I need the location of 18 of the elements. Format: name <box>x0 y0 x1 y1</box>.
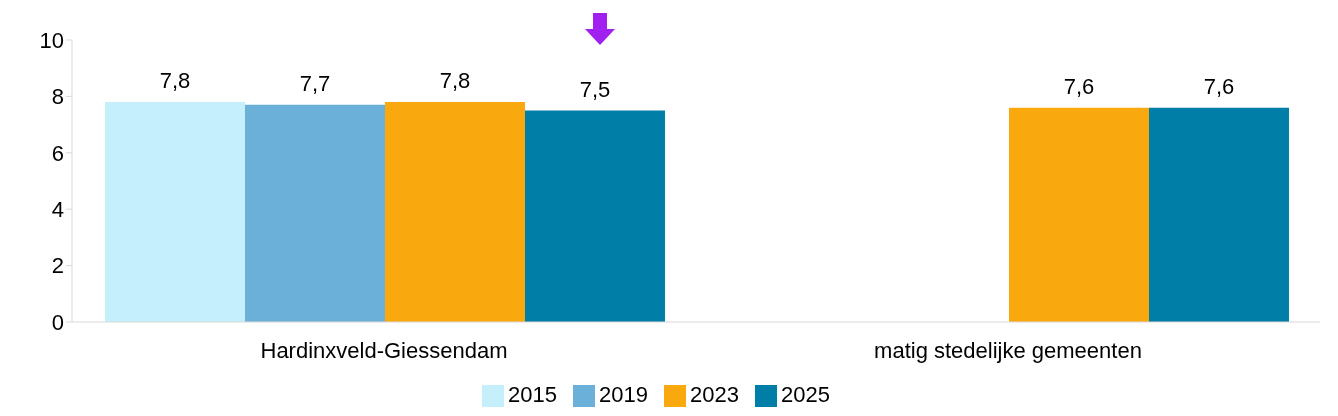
data-label: 7,8 <box>159 68 191 94</box>
y-tick-label: 0 <box>51 309 64 335</box>
y-tick-label: 6 <box>51 140 64 166</box>
legend-label: 2019 <box>599 382 648 407</box>
legend-label: 2023 <box>690 382 739 407</box>
y-tick-label: 8 <box>51 84 64 110</box>
y-tick-label: 10 <box>39 27 64 53</box>
legend-label: 2025 <box>780 382 830 407</box>
x-tick-label: Hardinxveld-Giessendam <box>260 337 508 363</box>
data-label: 7,5 <box>579 76 611 102</box>
y-tick-label: 2 <box>51 253 64 279</box>
data-label: 7,8 <box>439 68 471 94</box>
y-tick-label: 4 <box>51 197 64 223</box>
data-label: 7,6 <box>1063 73 1095 99</box>
data-label: 7,6 <box>1203 73 1235 99</box>
legend-label: 2015 <box>508 382 558 407</box>
x-tick-label: matig stedelijke gemeenten <box>874 337 1142 363</box>
data-label: 7,7 <box>299 70 331 96</box>
